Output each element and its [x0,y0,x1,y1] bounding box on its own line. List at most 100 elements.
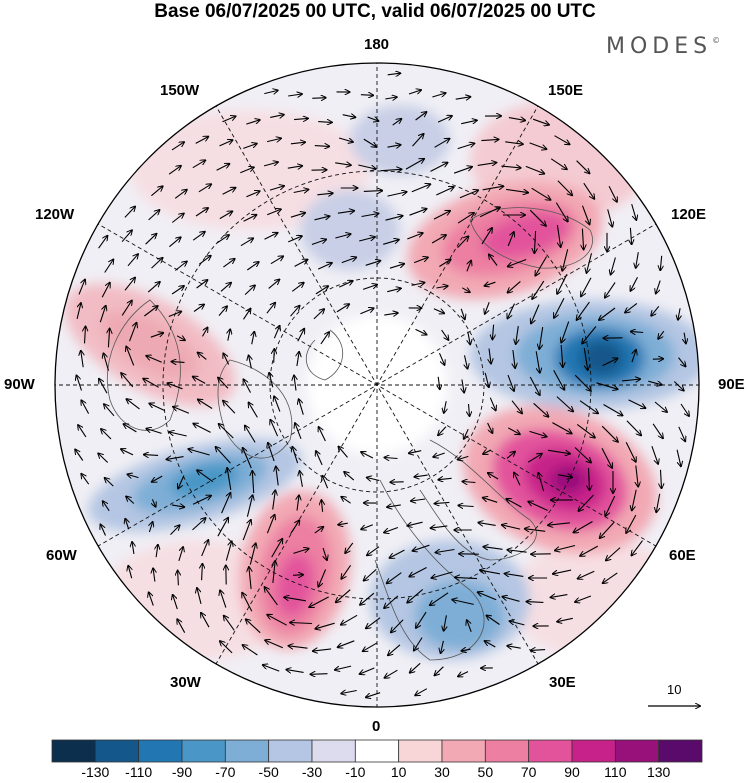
wind-vector [295,423,302,439]
wind-vector [621,379,640,381]
wind-vector [676,449,681,466]
wind-vector [487,616,500,625]
wind-vector [358,164,375,169]
wind-vector [197,470,214,483]
wind-vector [415,328,427,334]
wind-vector [388,644,401,655]
colorbar-tick-label: -110 [125,764,153,780]
wind-vector [506,452,515,459]
wind-vector [505,142,523,144]
wind-vector [150,333,163,338]
lon-label-150e: 150E [548,82,584,99]
wind-vector [656,493,661,512]
wind-vector [548,449,570,453]
wind-vector [632,540,643,556]
wind-vector [631,203,637,220]
wind-vector [625,442,636,461]
wind-vector [680,403,689,416]
wind-vector [432,93,445,98]
wind-vector [313,309,324,320]
wind-vector [507,374,514,391]
wind-vector [367,478,380,481]
wind-vector [533,402,549,416]
wind-vector [438,478,452,479]
wind-vector [218,378,229,389]
wind-vector [315,286,328,295]
wind-vector [438,376,440,389]
wind-vector [169,432,187,437]
wind-vector [387,505,401,507]
wind-vector [483,450,492,454]
wind-vector [81,400,90,414]
colorbar-tick-label: -130 [81,764,110,780]
wind-vector [582,228,583,250]
wind-vector [202,328,208,337]
wind-vector [409,451,422,454]
wind-vector [78,425,87,438]
colorbar-tick-label: -90 [171,764,193,780]
wind-vector [553,569,572,574]
wind-vector [224,616,235,631]
wind-vector [531,187,551,200]
wind-vector [367,546,380,556]
wind-vector [441,329,449,340]
wind-vector [469,403,470,416]
wind-vector [322,476,329,489]
wind-vector [510,621,525,626]
wind-vector [485,641,496,648]
wind-vector [197,588,202,605]
wind-vector [222,188,236,195]
wind-vector [223,401,236,414]
wind-vector [535,256,548,276]
wind-vector [98,236,108,249]
wind-vectors [75,73,689,697]
wind-vector [315,622,335,629]
wind-vector [626,420,641,436]
wind-vector [146,356,162,363]
wind-vector [313,649,332,651]
wind-vector [338,137,353,142]
wind-vector [384,595,399,608]
wind-vector [170,525,180,535]
wind-vector [220,283,231,292]
wind-vector [433,211,450,220]
wind-vector [360,308,373,315]
wind-vector [171,214,183,223]
wind-vector [582,326,597,344]
wind-vector [268,443,275,462]
wind-vector [462,649,471,651]
wind-vector [242,593,253,612]
colorbar [51,739,703,763]
wind-vector [132,542,134,554]
wind-vector [444,615,447,630]
lon-label-120e: 120E [671,206,707,223]
lon-label-120w: 120W [35,206,75,223]
wind-vector [201,540,209,557]
wind-vector [628,399,646,408]
wind-vector [243,448,252,469]
wind-vector [580,545,599,556]
colorbar-tick-label: 50 [477,764,494,780]
wind-vector [390,549,405,558]
wind-vector [342,115,356,118]
wind-vector [481,228,492,245]
wind-vector [246,191,259,198]
wind-vector [274,396,281,412]
wind-vector [415,688,428,696]
wind-vector [550,158,567,169]
wind-vector [581,205,590,225]
wind-vector [431,235,446,244]
wind-vector [360,592,375,605]
wind-vector [387,73,401,75]
wind-vector [269,373,274,388]
wind-vector [265,587,278,606]
wind-vector [276,467,278,486]
wind-vector [270,420,279,437]
colorbar-swatch [181,739,226,763]
wind-vector [489,348,491,364]
wind-vector [168,383,183,390]
wind-vector [608,186,617,201]
reference-vector-label: 10 [667,682,682,697]
wind-vector [532,118,549,125]
